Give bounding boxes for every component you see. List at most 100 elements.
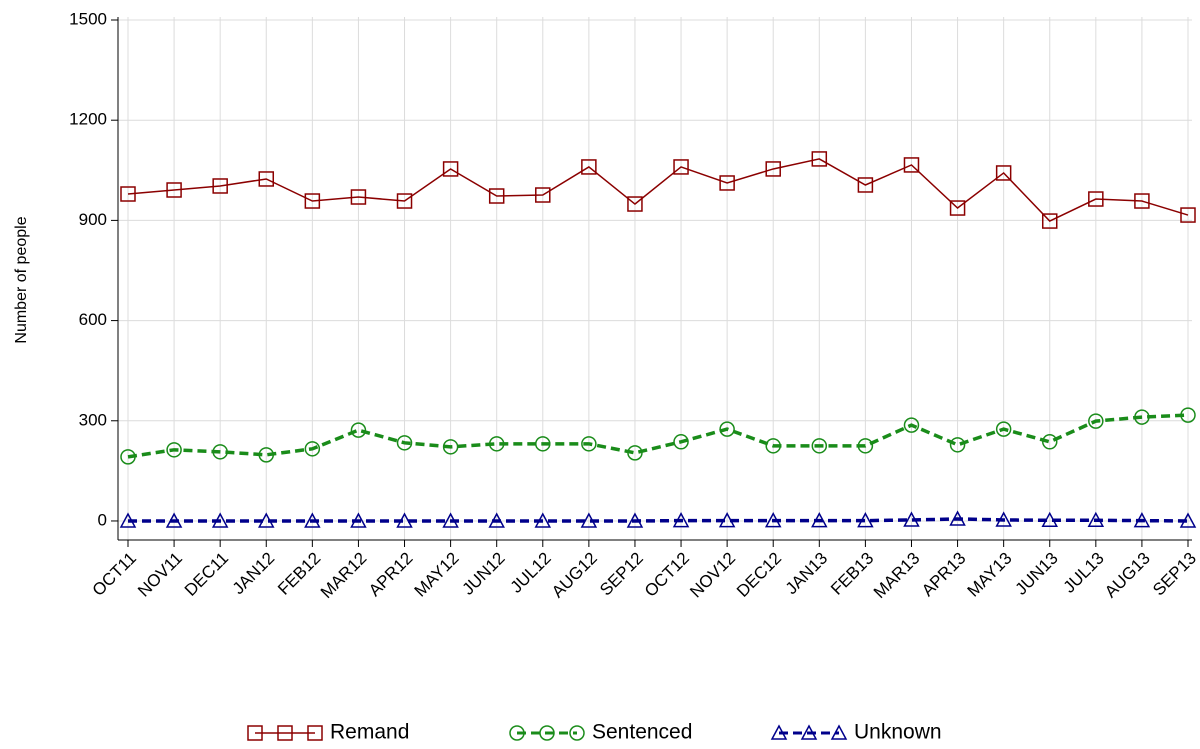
x-tick-label: MAY12 — [411, 549, 463, 601]
marker — [627, 196, 643, 212]
marker — [258, 512, 275, 528]
marker — [539, 725, 555, 741]
x-tick-label: OCT11 — [89, 549, 140, 600]
x-tick-label: JUN12 — [459, 549, 509, 599]
marker — [903, 417, 920, 433]
marker — [800, 724, 818, 740]
marker — [1134, 409, 1150, 425]
marker — [1041, 213, 1058, 229]
marker — [258, 447, 275, 463]
marker — [442, 161, 459, 177]
x-tick-label: JUL12 — [507, 549, 555, 597]
y-axis-label: Number of people — [13, 216, 30, 343]
marker — [488, 188, 505, 204]
marker — [212, 444, 228, 460]
marker — [1087, 511, 1105, 528]
marker — [811, 438, 828, 454]
marker — [535, 436, 551, 452]
marker — [626, 512, 644, 528]
x-tick-label: FEB12 — [274, 549, 324, 599]
marker — [488, 436, 505, 452]
x-tick-label: FEB13 — [827, 549, 877, 599]
marker — [719, 175, 735, 191]
x-tick-label: MAY13 — [964, 549, 1016, 601]
x-tick-label: SEP13 — [1149, 549, 1200, 600]
marker — [1180, 207, 1196, 223]
marker — [580, 512, 598, 528]
x-tick-label: MAR13 — [870, 549, 924, 603]
marker — [247, 725, 263, 741]
x-tick-label: MAR12 — [317, 549, 371, 603]
marker — [770, 724, 788, 740]
marker — [1179, 512, 1197, 528]
x-tick-label: DEC12 — [733, 549, 785, 601]
series-line — [128, 517, 1189, 523]
marker — [396, 512, 413, 528]
x-tick-label: DEC11 — [181, 549, 232, 600]
x-tick-label: AUG13 — [1101, 549, 1154, 602]
marker — [165, 512, 183, 528]
y-tick-label: 0 — [98, 510, 107, 529]
marker — [509, 725, 525, 741]
marker — [304, 193, 321, 209]
marker — [442, 512, 459, 528]
marker — [211, 512, 229, 528]
marker — [995, 165, 1012, 181]
x-tick-label: OCT12 — [641, 549, 693, 601]
x-tick-label: NOV12 — [686, 549, 739, 602]
x-tick-label: JUN13 — [1012, 549, 1062, 599]
y-tick-label: 1500 — [69, 9, 107, 28]
marker — [1180, 407, 1196, 423]
marker — [304, 512, 321, 528]
marker — [764, 512, 782, 528]
marker — [350, 189, 367, 205]
marker — [1088, 413, 1104, 429]
y-tick-label: 300 — [79, 410, 107, 429]
series-line — [127, 413, 1189, 459]
series-line — [127, 158, 1189, 222]
marker — [581, 159, 597, 175]
marker — [396, 193, 413, 209]
marker — [212, 178, 228, 194]
x-tick-label: JAN12 — [229, 549, 279, 599]
marker — [1133, 512, 1151, 528]
x-tick-label: AUG12 — [548, 549, 601, 602]
marker — [949, 510, 966, 526]
marker — [396, 435, 413, 451]
y-tick-label: 600 — [79, 310, 107, 329]
marker — [166, 442, 182, 458]
marker — [166, 182, 182, 198]
x-tick-label: NOV11 — [134, 549, 186, 601]
marker — [627, 445, 643, 461]
marker — [119, 512, 137, 528]
marker — [1134, 193, 1150, 209]
marker — [569, 725, 585, 741]
marker — [534, 512, 552, 528]
marker — [672, 512, 690, 528]
marker — [120, 186, 136, 202]
x-tick-label: SEP12 — [596, 549, 647, 600]
marker — [765, 161, 781, 177]
marker — [120, 449, 136, 465]
marker — [857, 512, 874, 528]
legend-label: Unknown — [854, 721, 942, 744]
marker — [350, 512, 367, 528]
marker — [811, 512, 828, 528]
marker — [535, 187, 551, 203]
legend-label: Sentenced — [592, 721, 692, 744]
x-tick-label: JAN13 — [782, 549, 832, 599]
marker — [949, 200, 966, 216]
marker — [903, 157, 920, 173]
y-tick-label: 1200 — [69, 110, 107, 129]
marker — [350, 422, 367, 438]
marker — [304, 441, 321, 457]
x-tick-label: JUL13 — [1060, 549, 1108, 597]
marker — [903, 511, 920, 527]
marker — [949, 437, 966, 453]
marker — [1041, 434, 1058, 450]
marker — [830, 724, 848, 740]
marker — [857, 177, 874, 193]
marker — [995, 511, 1012, 527]
